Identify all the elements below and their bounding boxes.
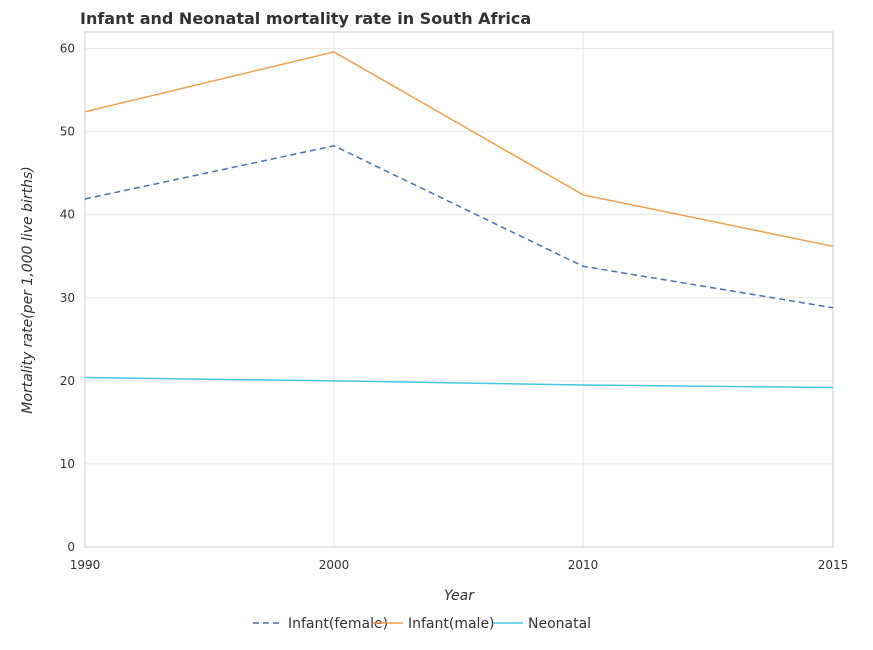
series-line-infant-female: [84, 145, 834, 309]
x-tick-labels: 1990 2000 2010 2015: [70, 558, 849, 572]
series-lines: [84, 51, 834, 389]
y-tick-label: 20: [60, 374, 75, 388]
chart-title: Infant and Neonatal mortality rate in So…: [80, 9, 531, 28]
legend-label: Infant(male): [408, 616, 495, 632]
y-tick-label: 40: [60, 208, 75, 222]
y-axis-label: Mortality rate(per 1,000 live births): [20, 166, 36, 413]
legend: Infant(female) Infant(male) Neonatal: [253, 616, 591, 632]
y-tick-label: 10: [60, 457, 75, 471]
plot-frame: [84, 31, 834, 548]
x-tick-label: 1990: [70, 558, 101, 572]
y-tick-label: 30: [60, 291, 75, 305]
legend-label: Infant(female): [288, 616, 388, 632]
y-tick-labels: 0 10 20 30 40 50 60: [60, 42, 75, 554]
y-tick-label: 50: [60, 125, 75, 139]
x-tick-label: 2010: [568, 558, 599, 572]
x-axis-label: Year: [444, 588, 475, 604]
legend-label: Neonatal: [528, 616, 591, 632]
series-line-infant-male: [84, 51, 834, 248]
y-tick-label: 60: [60, 42, 75, 56]
series-line-neonatal: [84, 376, 834, 389]
x-tick-label: 2015: [818, 558, 849, 572]
x-tick-label: 2000: [319, 558, 350, 572]
y-tick-label: 0: [67, 540, 75, 554]
